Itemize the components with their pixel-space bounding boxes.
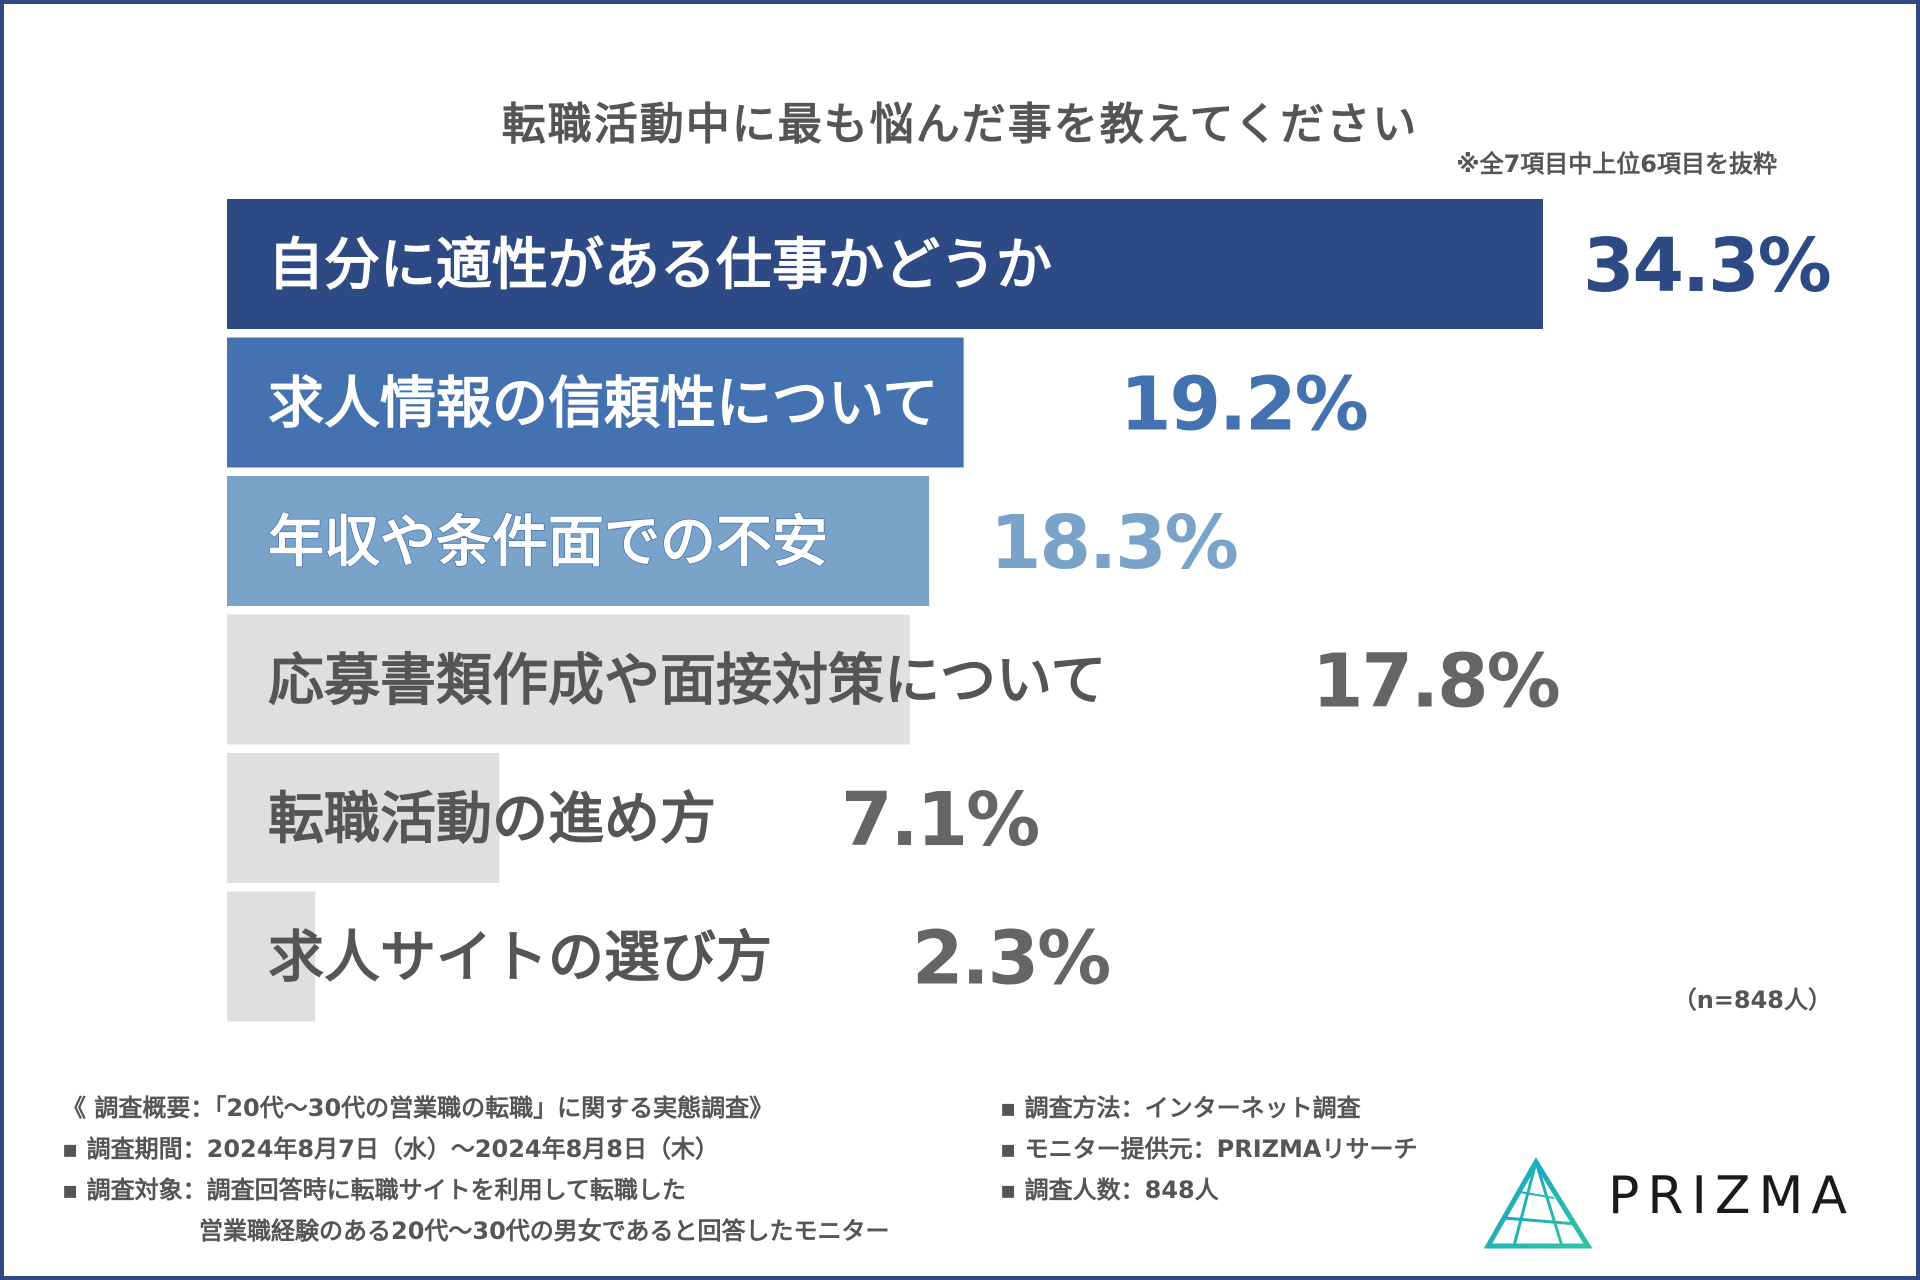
prizma-logo: PRIZMA: [1483, 1157, 1864, 1250]
monitor-provider: ▪ モニター提供元：PRIZMAリサーチ: [1000, 1135, 1418, 1163]
bar-label-4: 応募書類作成や面接対策について: [268, 649, 1106, 714]
bar-value-1: 34.3%: [1583, 223, 1830, 309]
bar-2: [227, 337, 964, 468]
survey-method: ▪ 調査方法：インターネット調査: [1000, 1094, 1361, 1122]
survey-target: ▪ 調査対象：調査回答時に転職サイトを利用して転職した: [62, 1176, 686, 1204]
bar-5: [227, 753, 500, 883]
bar-value-4: 17.8%: [1312, 639, 1559, 725]
bar-value-6: 2.3%: [912, 916, 1109, 1002]
bar-3: [227, 476, 930, 606]
survey-count: ▪ 調査人数：848人: [1000, 1176, 1219, 1204]
survey-target-continued: 営業職経験のある20代～30代の男女であると回答したモニター: [199, 1217, 890, 1245]
bar-label-6: 求人サイトの選び方: [268, 926, 772, 991]
bar-value-2: 19.2%: [1120, 362, 1367, 448]
bar-value-5: 7.1%: [841, 777, 1038, 863]
bar-1: [227, 199, 1543, 329]
prizma-logo-icon: [1483, 1157, 1593, 1249]
bar-label-5: 転職活動の進め方: [268, 787, 716, 852]
chart-title: 転職活動中に最も悩んだ事を教えてください: [501, 99, 1419, 150]
survey-details: ▪ 調査方法：インターネット調査 ▪ モニター提供元：PRIZMAリサーチ ▪ …: [1000, 1088, 1417, 1211]
survey-summary-line: 《 調査概要：「20代～30代の営業職の転職」に関する実態調査》: [62, 1094, 774, 1122]
bar-label-3: 年収や条件面での不安: [268, 510, 828, 575]
chart-note: ※全7項目中上位6項目を抜粋: [1456, 150, 1777, 178]
sample-size: （n=848人）: [1672, 986, 1832, 1014]
bar-label-1: 自分に適性がある仕事かどうか: [268, 233, 1052, 298]
prizma-logo-text: PRIZMA: [1608, 1166, 1855, 1226]
bar-6: [227, 891, 316, 1022]
bar-label-2: 求人情報の信頼性について: [268, 372, 938, 437]
survey-period: ▪ 調査期間：2024年8月7日（水）～2024年8月8日（木）: [62, 1135, 720, 1163]
bar-value-3: 18.3%: [990, 500, 1237, 586]
bar-4: [227, 614, 910, 745]
survey-summary: 《 調査概要：「20代～30代の営業職の転職」に関する実態調査》 ▪ 調査期間：…: [62, 1088, 890, 1252]
